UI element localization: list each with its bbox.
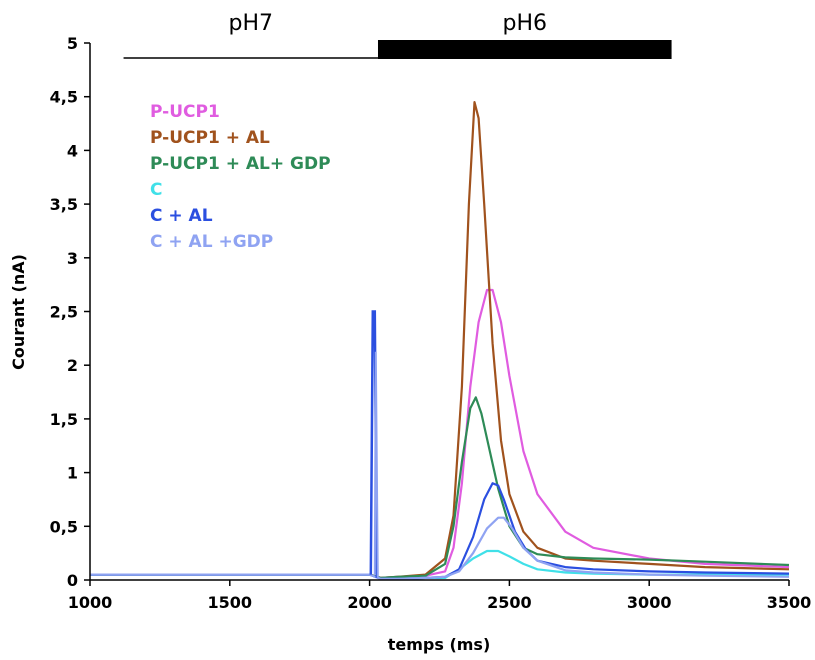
phase-bar-pH6 — [377, 40, 672, 59]
y-tick-label: 4 — [67, 141, 78, 160]
series-line-3 — [90, 396, 790, 579]
legend-entry-6: C + AL +GDP — [150, 232, 273, 252]
phase-label-pH7: pH7 — [229, 11, 274, 36]
legend-entry-4: C — [150, 180, 162, 200]
x-tick-label: 2500 — [487, 593, 532, 612]
y-axis-title: Courant (nA) — [9, 254, 28, 370]
legend: P-UCP1 P-UCP1 + AL P-UCP1 + AL+ GDP C C + AL… — [150, 102, 331, 252]
y-tick-label: 4,5 — [50, 88, 78, 107]
x-tick-label: 2000 — [347, 593, 392, 612]
series-line-1 — [90, 288, 790, 579]
axes: 0 0,5 1 1,5 2 2,5 3 3,5 4 4,5 5 1000 1500 2000 2500 300… — [50, 34, 812, 612]
legend-entry-5: C + AL — [150, 206, 213, 226]
series-line-5 — [90, 482, 790, 580]
series-line-6 — [90, 516, 790, 580]
y-tick-label: 5 — [67, 34, 78, 53]
legend-entry-3: P-UCP1 + AL+ GDP — [150, 154, 331, 174]
x-tick-label: 1500 — [208, 593, 253, 612]
artifact-spike-secondary — [373, 351, 379, 578]
phase-bars: pH7 pH6 — [123, 11, 672, 59]
phase-label-pH6: pH6 — [503, 11, 548, 36]
y-tick-label: 3,5 — [50, 195, 78, 214]
x-tick-label: 1000 — [68, 593, 113, 612]
x-axis-title: temps (ms) — [388, 635, 491, 654]
y-tick-label: 3 — [67, 249, 78, 268]
legend-entry-2: P-UCP1 + AL — [150, 128, 270, 148]
y-tick-label: 2 — [67, 356, 78, 375]
y-tick-label: 1 — [67, 464, 78, 483]
y-tick-label: 2,5 — [50, 303, 78, 322]
y-tick-label: 1,5 — [50, 410, 78, 429]
legend-entry-1: P-UCP1 — [150, 102, 220, 122]
y-tick-label: 0 — [67, 571, 78, 590]
y-tick-label: 0,5 — [50, 517, 78, 536]
x-tick-label: 3000 — [627, 593, 672, 612]
series-lines — [90, 101, 790, 580]
x-tick-label: 3500 — [767, 593, 812, 612]
